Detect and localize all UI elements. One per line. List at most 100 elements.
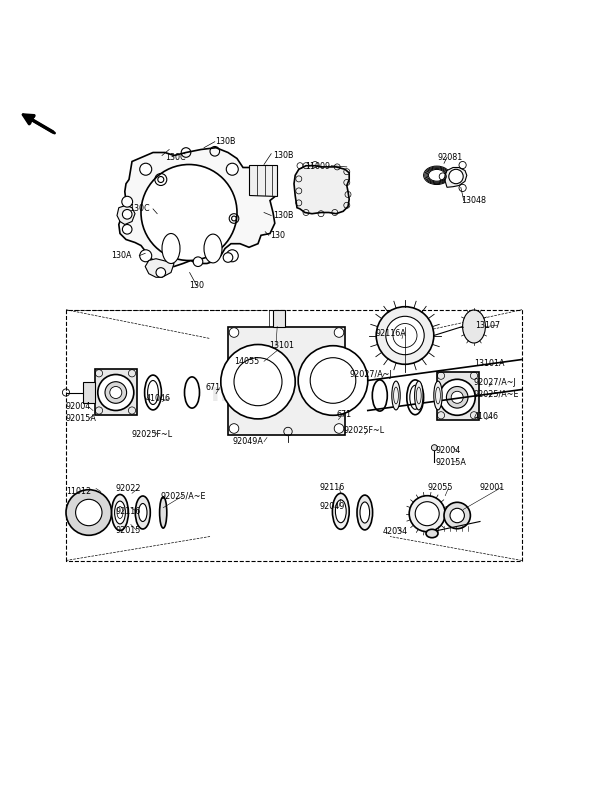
Circle shape — [223, 253, 233, 262]
Polygon shape — [117, 206, 135, 225]
Ellipse shape — [139, 503, 147, 521]
Polygon shape — [249, 165, 277, 195]
Text: 92049A: 92049A — [233, 437, 263, 446]
Circle shape — [451, 391, 463, 403]
Text: 92116: 92116 — [115, 507, 140, 516]
Circle shape — [110, 386, 122, 399]
Circle shape — [431, 444, 437, 451]
Circle shape — [334, 424, 344, 433]
Circle shape — [386, 316, 424, 355]
Ellipse shape — [463, 310, 485, 343]
Ellipse shape — [204, 234, 222, 263]
Circle shape — [193, 257, 203, 266]
Ellipse shape — [415, 381, 423, 410]
Polygon shape — [228, 327, 345, 435]
Circle shape — [122, 225, 132, 234]
Text: 41046: 41046 — [474, 412, 499, 421]
Polygon shape — [95, 368, 137, 415]
Text: 92116A: 92116A — [375, 329, 406, 338]
Circle shape — [98, 374, 134, 411]
Text: 92015A: 92015A — [436, 458, 466, 466]
Text: 92022: 92022 — [115, 484, 140, 493]
Circle shape — [229, 327, 239, 338]
Text: 92027/A~J: 92027/A~J — [474, 378, 517, 388]
Circle shape — [140, 250, 152, 261]
Text: 41046: 41046 — [146, 394, 171, 403]
Text: 13048: 13048 — [461, 196, 486, 205]
Circle shape — [298, 345, 368, 415]
Circle shape — [122, 210, 132, 219]
Text: 130: 130 — [189, 281, 204, 290]
Text: 92015A: 92015A — [66, 414, 97, 423]
Circle shape — [446, 386, 468, 408]
Text: 13101A: 13101A — [474, 360, 505, 368]
Text: 11012: 11012 — [66, 487, 91, 496]
Circle shape — [122, 196, 133, 207]
Ellipse shape — [162, 233, 180, 264]
Text: 92001: 92001 — [480, 483, 505, 491]
Ellipse shape — [392, 381, 400, 410]
Circle shape — [156, 268, 166, 277]
Text: 130B: 130B — [273, 211, 293, 220]
Circle shape — [226, 163, 238, 175]
Text: 130: 130 — [270, 231, 285, 239]
Circle shape — [415, 502, 439, 526]
Text: 130B: 130B — [273, 151, 293, 160]
Text: 130A: 130A — [111, 251, 131, 260]
Text: 92116: 92116 — [320, 483, 345, 491]
Polygon shape — [437, 371, 479, 419]
Circle shape — [140, 163, 152, 175]
Polygon shape — [445, 167, 467, 188]
Text: 92025F~L: 92025F~L — [132, 430, 173, 439]
Ellipse shape — [434, 381, 442, 410]
Text: 92004: 92004 — [66, 403, 91, 411]
Ellipse shape — [426, 529, 438, 538]
Ellipse shape — [357, 495, 373, 530]
Circle shape — [66, 490, 112, 535]
Circle shape — [409, 495, 445, 531]
Polygon shape — [145, 259, 174, 277]
Circle shape — [226, 250, 238, 261]
Text: 92081: 92081 — [438, 153, 463, 162]
Polygon shape — [273, 310, 285, 327]
Circle shape — [450, 509, 464, 523]
Circle shape — [334, 327, 344, 338]
Ellipse shape — [335, 500, 346, 523]
Text: 92025F~L: 92025F~L — [343, 426, 385, 436]
Text: 671: 671 — [206, 383, 221, 392]
Text: 92015: 92015 — [115, 526, 140, 535]
Text: 92025/A~E: 92025/A~E — [161, 491, 206, 500]
Text: 671: 671 — [336, 410, 351, 418]
Text: 92055: 92055 — [427, 483, 453, 491]
Text: louis
moto.fr: louis moto.fr — [211, 355, 317, 407]
Ellipse shape — [115, 501, 125, 524]
Text: 130B: 130B — [215, 137, 235, 145]
Circle shape — [229, 424, 239, 433]
Text: 14055: 14055 — [234, 357, 259, 366]
Circle shape — [76, 499, 102, 526]
Circle shape — [141, 165, 237, 261]
Circle shape — [439, 379, 475, 415]
Polygon shape — [119, 148, 277, 266]
Circle shape — [376, 307, 434, 364]
Ellipse shape — [112, 495, 128, 531]
Circle shape — [221, 345, 295, 419]
Ellipse shape — [160, 497, 167, 528]
Text: 42034: 42034 — [383, 528, 408, 536]
Text: 13107: 13107 — [475, 321, 500, 330]
Circle shape — [449, 170, 463, 184]
Text: 130C: 130C — [165, 153, 185, 162]
Text: 92027/A~J: 92027/A~J — [349, 370, 392, 379]
Text: 130C: 130C — [129, 204, 149, 214]
Text: 92025/A~E: 92025/A~E — [474, 389, 520, 398]
Ellipse shape — [135, 496, 150, 529]
Text: 13101: 13101 — [269, 341, 294, 350]
Text: 92004: 92004 — [436, 446, 461, 455]
Circle shape — [105, 382, 127, 403]
Ellipse shape — [332, 493, 349, 529]
Polygon shape — [294, 166, 349, 214]
Text: 11009: 11009 — [305, 162, 330, 171]
Polygon shape — [83, 382, 95, 403]
Circle shape — [444, 502, 470, 529]
Ellipse shape — [360, 502, 370, 523]
